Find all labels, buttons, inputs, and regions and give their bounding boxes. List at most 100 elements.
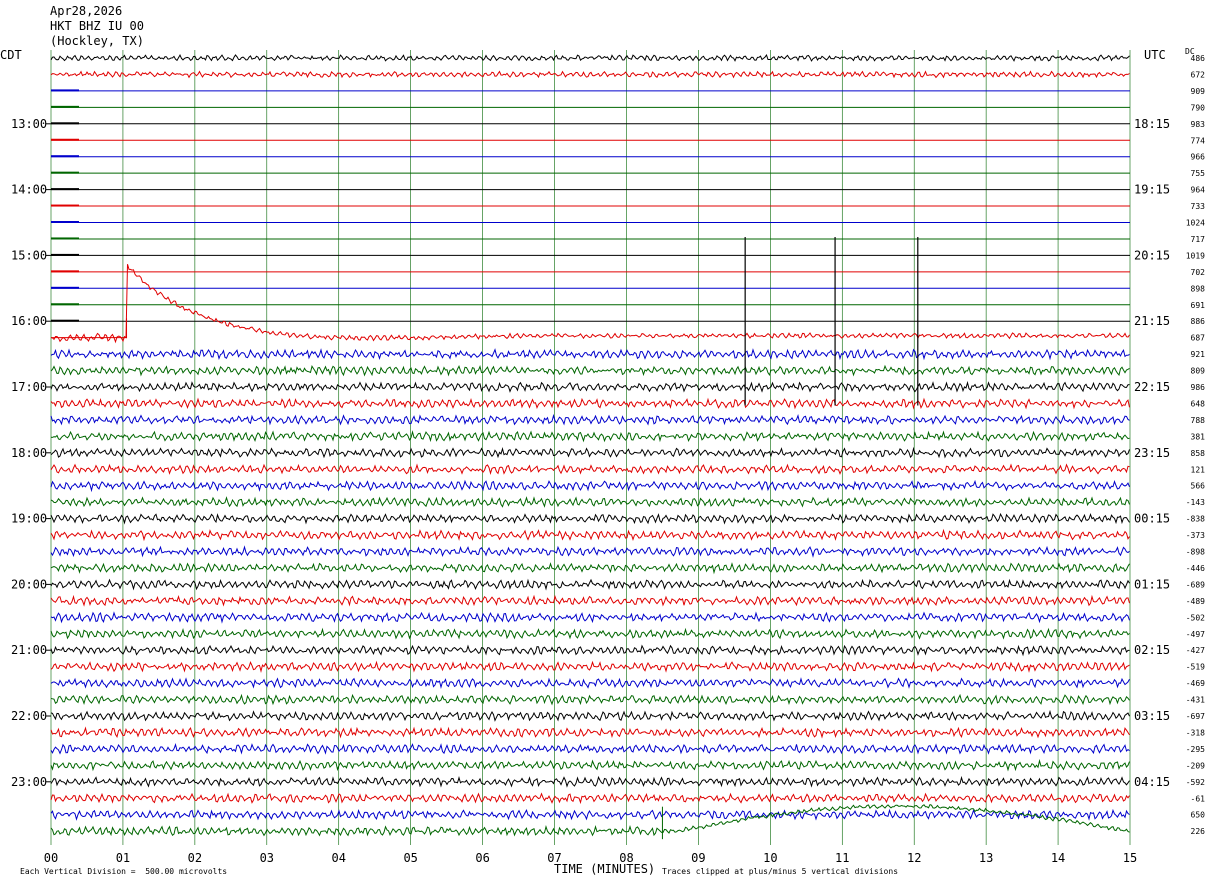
dc-offset-label: 672 (1191, 70, 1206, 79)
utc-hour-label: 02:15 (1134, 643, 1170, 657)
trace-line (50, 446, 1130, 459)
dc-offset-label: 691 (1191, 301, 1206, 310)
dc-offset-label: 226 (1191, 827, 1206, 836)
trace-line (50, 660, 1130, 673)
dc-offset-label: 983 (1191, 120, 1206, 129)
dc-offset-label: 121 (1191, 465, 1206, 474)
trace-data-segment (51, 253, 79, 256)
x-tick-label: 09 (691, 851, 705, 865)
utc-hour-label: 04:15 (1134, 775, 1170, 789)
x-tick-label: 14 (1051, 851, 1065, 865)
x-tick-label: 10 (763, 851, 777, 865)
x-tick-label: 15 (1123, 851, 1137, 865)
dc-offset-label: 886 (1191, 317, 1206, 326)
trace-data-segment (51, 188, 79, 191)
dc-offset-label: -469 (1186, 679, 1205, 688)
trace-line (50, 693, 1130, 706)
dc-offset-label: -689 (1186, 580, 1205, 589)
trace-line (50, 803, 1130, 837)
local-hour-label: 23:00 (11, 775, 47, 789)
dc-offset-label: 858 (1191, 449, 1206, 458)
utc-hour-label: 00:15 (1134, 512, 1170, 526)
trace-line (50, 70, 1130, 79)
trace-line (50, 808, 1130, 821)
dc-offset-label: -502 (1186, 613, 1205, 622)
dc-offset-label: -697 (1186, 712, 1205, 721)
dc-offset-label: 788 (1191, 416, 1206, 425)
x-tick-label: 05 (403, 851, 417, 865)
trace-line (50, 54, 1130, 62)
local-hour-label: 20:00 (11, 577, 47, 591)
trace-line (50, 348, 1130, 361)
local-hour-label: 16:00 (11, 314, 47, 328)
dc-offset-label: 381 (1191, 432, 1206, 441)
local-hour-label: 18:00 (11, 446, 47, 460)
dc-offset-label: 790 (1191, 103, 1206, 112)
x-tick-label: 08 (619, 851, 633, 865)
trace-data-segment (51, 204, 79, 207)
utc-hour-label: 22:15 (1134, 380, 1170, 394)
dc-offset-label: 733 (1191, 202, 1206, 211)
x-axis-title: TIME (MINUTES) (554, 862, 656, 876)
trace-data-segment (51, 105, 79, 108)
trace-line (50, 792, 1130, 805)
station-label: HKT BHZ IU 00 (50, 19, 144, 33)
dc-offset-label: -143 (1186, 498, 1205, 507)
dc-offset-label: -209 (1186, 761, 1205, 770)
trace-line (50, 380, 1130, 393)
trace-data-segment (51, 237, 79, 240)
utc-hour-label: 19:15 (1134, 183, 1170, 197)
trace-data-segment (51, 319, 79, 322)
trace-line (50, 644, 1130, 657)
dc-offset-label: -295 (1186, 745, 1205, 754)
utc-hour-label: 21:15 (1134, 314, 1170, 328)
dc-offset-label: 966 (1191, 153, 1206, 162)
clip-note: Traces clipped at plus/minus 5 vertical … (662, 867, 899, 876)
utc-timezone-label: UTC (1144, 48, 1166, 62)
trace-line (50, 743, 1130, 755)
trace-line (50, 562, 1130, 575)
location-label: (Hockley, TX) (50, 34, 144, 48)
x-tick-label: 12 (907, 851, 921, 865)
trace-line (50, 594, 1130, 607)
dc-offset-label: -427 (1186, 646, 1205, 655)
dc-offset-label: 717 (1191, 235, 1206, 244)
trace-data-segment (51, 286, 79, 289)
utc-hour-label: 01:15 (1134, 577, 1170, 591)
local-timezone-label: CDT (0, 48, 22, 62)
date-label: Apr28,2026 (50, 4, 123, 18)
dc-offset-label: 702 (1191, 268, 1206, 277)
event-step (51, 318, 128, 339)
trace-line (50, 479, 1130, 493)
trace-data-segment (51, 89, 79, 92)
x-tick-label: 00 (44, 851, 58, 865)
local-hour-label: 14:00 (11, 183, 47, 197)
dc-offset-label: -61 (1191, 794, 1206, 803)
trace-data-segment (51, 122, 79, 125)
local-hour-label: 19:00 (11, 512, 47, 526)
local-hour-label: 21:00 (11, 643, 47, 657)
dc-offset-label: 1024 (1186, 219, 1205, 228)
x-tick-label: 03 (260, 851, 274, 865)
trace-data-segment (51, 155, 79, 158)
dc-offset-label: -592 (1186, 778, 1205, 787)
dc-offset-label: 909 (1191, 87, 1206, 96)
trace-line (50, 364, 1130, 377)
local-hour-label: 13:00 (11, 117, 47, 131)
dc-offset-label: -497 (1186, 630, 1205, 639)
dc-offset-label: -373 (1186, 531, 1205, 540)
dc-offset-label: 964 (1191, 186, 1206, 195)
utc-hour-label: 23:15 (1134, 446, 1170, 460)
local-hour-label: 15:00 (11, 248, 47, 262)
dc-offset-label: 898 (1191, 284, 1206, 293)
trace-data-segment (51, 270, 79, 273)
dc-offset-label: 921 (1191, 350, 1206, 359)
dc-offset-label: -519 (1186, 663, 1205, 672)
trace-line (50, 496, 1130, 508)
dc-offset-label: -489 (1186, 597, 1205, 606)
trace-line (50, 758, 1130, 772)
trace-line (50, 512, 1130, 525)
dc-offset-label: 774 (1191, 136, 1206, 145)
dc-offset-label: 1019 (1186, 251, 1205, 260)
